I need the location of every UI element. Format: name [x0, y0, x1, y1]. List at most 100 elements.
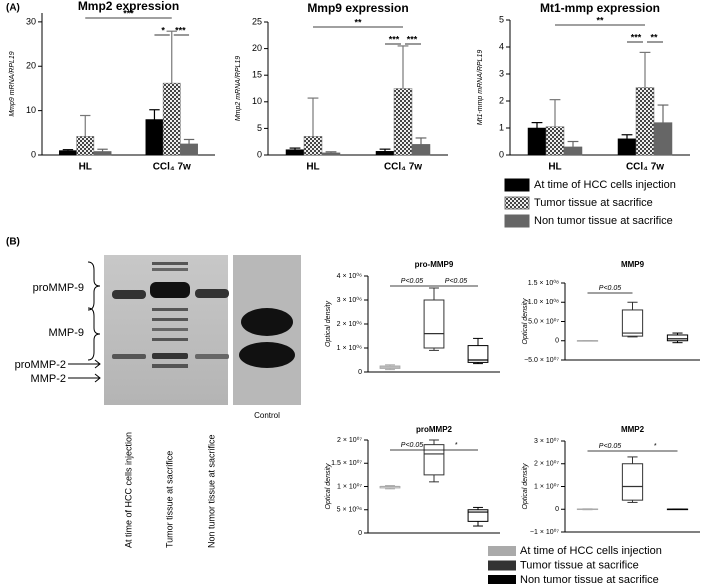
y-tick-label: 0 [257, 149, 262, 159]
significance: * [654, 443, 657, 450]
legend-swatch [504, 178, 530, 192]
y-tick-label: 3 × 10⁰⁶ [337, 296, 362, 304]
legend-label: Non tumor tissue at sacrifice [534, 215, 673, 227]
legend-label: Non tumor tissue at sacrifice [520, 574, 659, 584]
box [621, 309, 644, 337]
box [621, 463, 644, 501]
x-tick-label: CCl₄ 7w [153, 162, 191, 173]
significance: *** [389, 34, 400, 44]
y-tick-label: 2 × 10⁰⁶ [337, 320, 362, 328]
significance: ** [596, 15, 604, 25]
bar [303, 136, 323, 156]
chart-title: MMP2 [621, 425, 645, 434]
y-tick-label: 0 [499, 149, 504, 159]
y-tick-label: 0 [358, 369, 362, 376]
y-tick-label: −1 × 10⁰⁷ [530, 528, 560, 536]
panel-label: (A) [6, 3, 20, 14]
gel-band-label: MMP-9 [49, 327, 84, 339]
y-tick-label: 4 [499, 41, 504, 51]
y-axis-label: Mt1-mmp mRNA/RPL19 [477, 50, 484, 126]
y-axis-label: Optical density [522, 298, 529, 344]
y-tick-label: 0 [31, 149, 36, 159]
bar [180, 143, 198, 156]
bar [76, 136, 95, 156]
y-tick-label: 10 [252, 96, 262, 106]
y-tick-label: 5 [499, 14, 504, 24]
significance: P<0.05 [599, 285, 621, 292]
bar [321, 152, 341, 156]
significance: * [161, 25, 165, 35]
bar [617, 138, 637, 156]
bar [393, 88, 413, 156]
legend-label: At time of HCC cells injection [520, 545, 662, 557]
y-tick-label: 2 [499, 95, 504, 105]
x-tick-label: CCl₄ 7w [384, 162, 422, 173]
significance: ** [354, 17, 362, 27]
chart-title: pro-MMP9 [415, 260, 454, 269]
bar [545, 126, 565, 156]
y-tick-label: 15 [252, 70, 262, 80]
significance: P<0.05 [401, 442, 423, 449]
y-tick-label: 20 [26, 61, 36, 71]
chart-title: Mmp9 expression [307, 1, 408, 15]
bar [59, 150, 77, 156]
y-axis-label: Optical density [325, 301, 332, 347]
bar [375, 151, 395, 156]
gel-band-label: proMMP-2 [15, 359, 66, 371]
y-tick-label: 1 [499, 122, 504, 132]
y-tick-label: −5.0 × 10⁰⁷ [524, 356, 559, 364]
y-tick-label: 5 × 10⁰⁶ [337, 506, 362, 514]
x-tick-label: HL [79, 162, 92, 173]
bar [93, 151, 112, 156]
gel-band-label: MMP-2 [31, 373, 66, 385]
y-tick-label: 0 [358, 530, 362, 537]
legend-label: At time of HCC cells injection [534, 179, 676, 191]
y-tick-label: 30 [26, 16, 36, 26]
chart-title: Mmp2 expression [78, 0, 179, 13]
y-tick-label: 1.5 × 10⁰⁸ [528, 279, 559, 287]
legend-swatch [504, 196, 530, 210]
box [423, 444, 445, 476]
chart-title: MMP9 [621, 260, 645, 269]
x-tick-label: HL [306, 162, 319, 173]
significance: *** [123, 8, 134, 18]
y-tick-label: 1.0 × 10⁰⁸ [528, 298, 559, 306]
gel-band-label: proMMP-9 [33, 282, 84, 294]
significance: ** [650, 32, 658, 42]
y-tick-label: 1 × 10⁰⁷ [534, 482, 559, 490]
y-tick-label: 20 [252, 43, 262, 53]
legend-swatch [488, 575, 516, 584]
y-axis-label: Optical density [325, 463, 332, 509]
bar [653, 122, 673, 156]
y-axis-label: Mmp9 mRNA/RPL19 [9, 51, 16, 116]
bar [563, 146, 583, 156]
box [666, 334, 689, 342]
legend-swatch [488, 560, 516, 571]
box [423, 299, 445, 349]
y-tick-label: 3 [499, 68, 504, 78]
y-tick-label: 2 × 10⁰⁷ [337, 436, 362, 444]
y-tick-label: 1.5 × 10⁰⁷ [331, 459, 362, 467]
y-tick-label: 2 × 10⁰⁷ [534, 460, 559, 468]
y-tick-label: 10 [26, 105, 36, 115]
legend-label: Tumor tissue at sacrifice [534, 197, 653, 209]
lane-label: Non tumor tissue at sacrifice [206, 434, 216, 548]
significance: *** [407, 34, 418, 44]
legend-swatch [504, 214, 530, 228]
bar [162, 82, 181, 156]
bar [285, 149, 305, 156]
box [467, 509, 489, 522]
lane-label: At time of HCC cells injection [123, 432, 133, 548]
chart-title: proMMP2 [416, 425, 453, 434]
y-axis-label: Mmp2 mRNA/RPL19 [235, 56, 242, 121]
legend-swatch [488, 546, 516, 556]
significance: * [455, 442, 458, 449]
y-axis-label: Optical density [522, 463, 529, 509]
y-tick-label: 5.0 × 10⁰⁷ [528, 317, 559, 325]
box [467, 345, 489, 363]
bar [635, 87, 655, 156]
significance: P<0.05 [401, 278, 423, 285]
y-tick-label: 4 × 10⁰⁶ [337, 272, 362, 280]
legend-label: Tumor tissue at sacrifice [520, 559, 639, 571]
